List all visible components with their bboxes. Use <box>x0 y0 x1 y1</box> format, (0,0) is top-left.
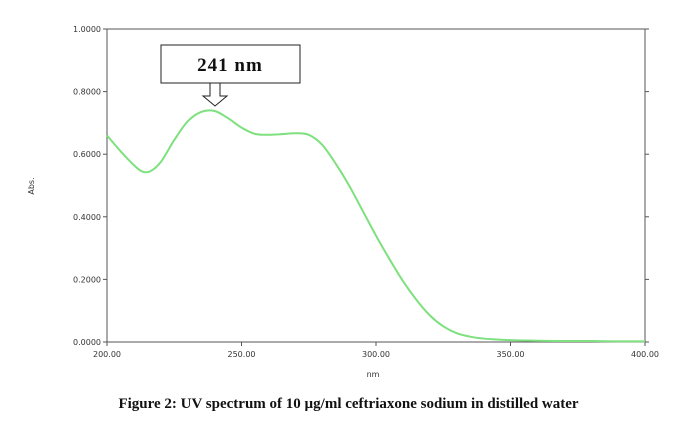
annotation-box <box>160 44 301 84</box>
x-tick-label-2: 300.00 <box>362 350 390 359</box>
x-axis-tick-labels: 200.00 250.00 300.00 350.00 400.00 <box>93 350 659 359</box>
figure-caption: Figure 2: UV spectrum of 10 µg/ml ceftri… <box>118 396 579 412</box>
y-axis-ticks <box>103 28 649 343</box>
uv-spectrum-chart: 200.00 250.00 300.00 350.00 400.00 0.0000 0.2… <box>27 25 659 379</box>
y-axis-label: Abs. <box>27 177 36 194</box>
x-tick-label-1: 250.00 <box>228 350 256 359</box>
annotation-label: 241 nm <box>197 55 263 76</box>
annotation-arrow <box>201 82 229 107</box>
x-tick-label-0: 200.00 <box>93 350 121 359</box>
x-axis-label: nm <box>367 370 380 379</box>
y-tick-label-5: 1.0000 <box>73 25 101 34</box>
y-tick-label-1: 0.2000 <box>73 275 101 284</box>
x-axis-ticks <box>106 342 646 346</box>
y-tick-label-4: 0.8000 <box>73 88 101 97</box>
y-tick-label-3: 0.6000 <box>73 150 101 159</box>
y-tick-label-0: 0.0000 <box>73 338 101 347</box>
spectrum-line <box>106 109 646 343</box>
y-tick-label-2: 0.4000 <box>73 213 101 222</box>
x-tick-label-4: 400.00 <box>631 350 659 359</box>
peak-annotation: 241 nm <box>160 44 301 107</box>
x-tick-label-3: 350.00 <box>497 350 525 359</box>
y-axis-tick-labels: 0.0000 0.2000 0.4000 0.6000 0.8000 1.0000 <box>73 25 101 347</box>
